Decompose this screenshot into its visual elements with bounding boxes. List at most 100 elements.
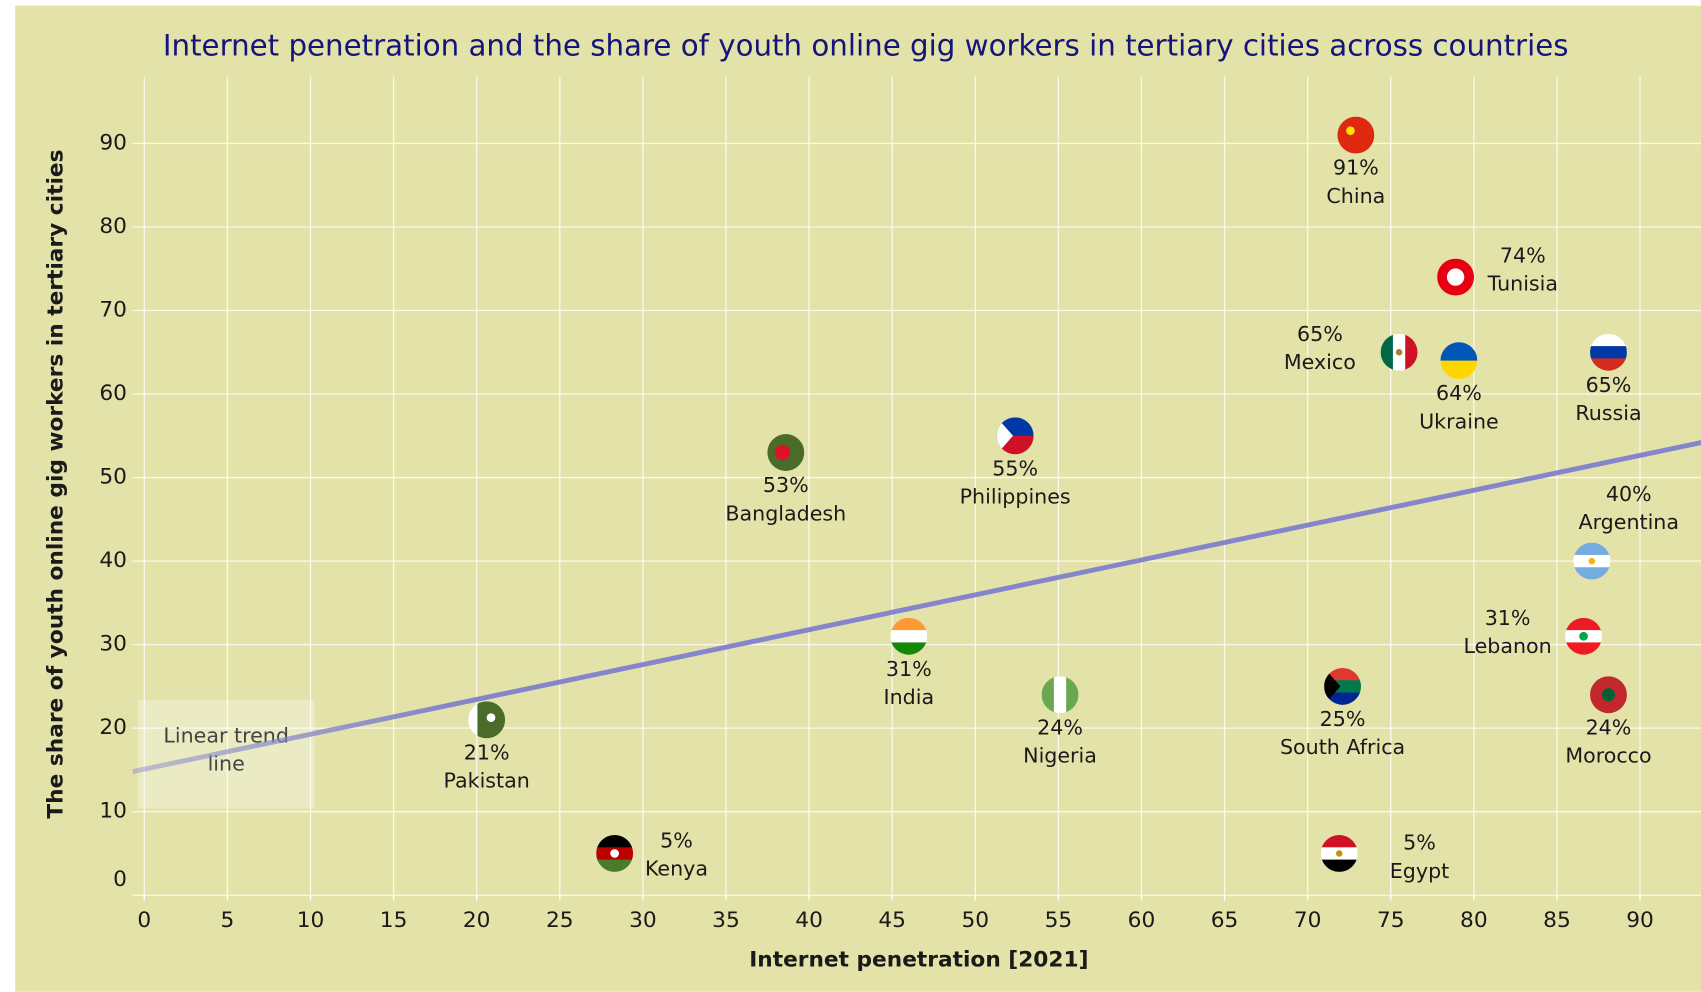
flag-emblem	[1335, 850, 1343, 857]
flag-emblem	[486, 713, 496, 722]
flag-marker	[1590, 676, 1627, 714]
flag-stripe	[1324, 692, 1362, 705]
flag-emblem	[1446, 268, 1465, 286]
point-label: Russia	[1575, 401, 1641, 425]
flag-face	[1337, 116, 1375, 154]
y-tick-label: 20	[99, 715, 127, 740]
value-label: 31%	[1485, 606, 1531, 630]
x-tick-label: 20	[463, 908, 491, 933]
flag-marker	[1590, 333, 1627, 371]
plot-layer: 0 5 10 15 20 25 30 35 40 45 50 55 60 65 70 75 80 85 90 0 10 2…	[99, 116, 1701, 933]
flag-stripe	[1053, 676, 1067, 714]
flag-emblem	[1601, 688, 1615, 702]
flag-stripe	[1565, 642, 1602, 655]
y-axis-title: The share of youth online gig workers in…	[43, 149, 68, 818]
flag-face	[1320, 835, 1358, 872]
flag-stripe	[1324, 667, 1362, 681]
point-label: Bangladesh	[725, 501, 846, 525]
value-label: 91%	[1333, 156, 1379, 180]
point-label: Nigeria	[1023, 744, 1097, 768]
flag-stripe	[1440, 360, 1478, 380]
flag-face	[1437, 258, 1475, 296]
flag-stripe	[1320, 835, 1358, 848]
flag-marker	[1437, 258, 1475, 296]
value-label: 31%	[886, 657, 932, 681]
flag-face	[596, 835, 634, 872]
flag-marker	[767, 434, 805, 471]
x-tick-label: 10	[297, 908, 325, 933]
flag-emblem	[1588, 557, 1596, 565]
flag-stripe	[890, 630, 928, 643]
flag-stripe	[890, 617, 928, 631]
flag-marker	[890, 617, 928, 655]
value-label: 24%	[1037, 715, 1083, 739]
y-tick-label: 0	[113, 867, 127, 892]
x-tick-label: 90	[1626, 908, 1654, 933]
trend-label: Linear trend line	[163, 723, 289, 776]
flag-stripe	[1590, 358, 1627, 371]
point-label: Egypt	[1390, 859, 1449, 883]
x-axis-title: Internet penetration [2021]	[749, 947, 1088, 972]
point-label: Argentina	[1578, 510, 1679, 534]
flag-face	[1440, 342, 1478, 380]
flag-emblem	[1579, 631, 1588, 641]
flag-stripe	[477, 701, 488, 739]
y-tick-label: 70	[99, 297, 127, 322]
flag-stripe	[596, 835, 634, 848]
y-tick-label: 60	[99, 381, 127, 406]
flag-marker	[1041, 676, 1079, 714]
flag-stripe	[1041, 676, 1055, 714]
y-tick-label: 50	[99, 465, 127, 490]
x-tick-label: 55	[1045, 908, 1073, 933]
value-label: 65%	[1586, 373, 1632, 397]
flag-marker	[1320, 835, 1358, 872]
flag-emblem	[1346, 126, 1355, 136]
chart-title: Internet penetration and the share of yo…	[163, 28, 1569, 62]
flag-face	[1324, 667, 1362, 705]
x-tick-label: 80	[1460, 908, 1488, 933]
value-label: 55%	[992, 456, 1038, 480]
y-tick-label: 80	[99, 214, 127, 239]
flag-marker	[1337, 116, 1375, 154]
flag-face	[890, 617, 928, 655]
flag-face	[1041, 676, 1079, 714]
value-label: 21%	[464, 740, 510, 764]
flag-stripe	[1565, 617, 1602, 631]
flag-stripe	[1320, 859, 1358, 872]
x-tick-label: 65	[1211, 908, 1239, 933]
flag-stripe	[1590, 346, 1627, 359]
value-label: 53%	[763, 473, 809, 497]
flag-face	[1573, 542, 1611, 580]
flag-triangle	[996, 417, 1013, 455]
flag-stripe	[1405, 333, 1418, 371]
flag-face	[1590, 333, 1627, 371]
x-tick-label: 75	[1377, 908, 1405, 933]
value-label: 74%	[1500, 243, 1546, 267]
flag-face	[1565, 617, 1602, 655]
flag-triangle	[1324, 667, 1341, 705]
flag-stripe	[596, 859, 634, 872]
value-label: 64%	[1436, 381, 1482, 405]
y-tick-label: 40	[99, 548, 127, 573]
x-tick-label: 35	[712, 908, 740, 933]
x-tick-label: 45	[878, 908, 906, 933]
flag-face	[767, 434, 805, 471]
flag-marker	[1565, 617, 1602, 655]
point-label: Kenya	[645, 857, 708, 881]
point-label: India	[884, 685, 935, 709]
point-label: Philippines	[960, 485, 1071, 509]
flag-marker	[468, 701, 506, 739]
flag-stripe	[1573, 542, 1611, 556]
x-tick-label: 15	[380, 908, 408, 933]
chart-background	[15, 5, 1701, 992]
value-label: 25%	[1320, 707, 1366, 731]
flag-stripe	[1380, 333, 1394, 371]
trend-line	[132, 440, 1701, 774]
flag-stripe	[1066, 676, 1079, 714]
flag-stripe	[468, 701, 478, 739]
x-tick-label: 40	[795, 908, 823, 933]
flag-emblem	[1395, 349, 1403, 356]
point-label: Lebanon	[1463, 634, 1551, 658]
